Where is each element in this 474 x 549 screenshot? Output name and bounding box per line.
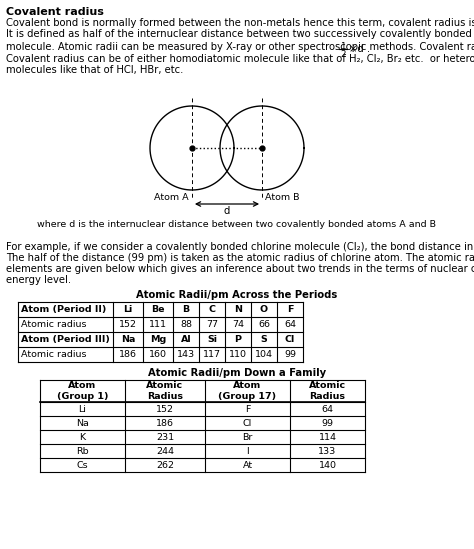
Text: Li: Li bbox=[79, 405, 86, 413]
Text: The half of the distance (99 pm) is taken as the atomic radius of chlorine atom.: The half of the distance (99 pm) is take… bbox=[6, 253, 474, 263]
Text: I: I bbox=[246, 446, 249, 456]
Text: Al: Al bbox=[181, 335, 191, 344]
Text: ×d .: ×d . bbox=[349, 44, 370, 54]
Text: F: F bbox=[245, 405, 250, 413]
Text: Atom (Period II): Atom (Period II) bbox=[21, 305, 106, 314]
Text: energy level.: energy level. bbox=[6, 275, 71, 285]
Text: Covalent radius: Covalent radius bbox=[6, 7, 104, 17]
Text: 77: 77 bbox=[206, 320, 218, 329]
Text: Cs: Cs bbox=[77, 461, 88, 469]
Text: C: C bbox=[209, 305, 216, 314]
Text: 160: 160 bbox=[149, 350, 167, 359]
Text: Atom (Period III): Atom (Period III) bbox=[21, 335, 110, 344]
Text: Atom
(Group 1): Atom (Group 1) bbox=[57, 381, 108, 401]
Text: For example, if we consider a covalently bonded chlorine molecule (Cl₂), the bon: For example, if we consider a covalently… bbox=[6, 242, 474, 252]
Text: Atomic
Radius: Atomic Radius bbox=[146, 381, 183, 401]
Text: Atomic radius: Atomic radius bbox=[21, 350, 86, 359]
Text: 186: 186 bbox=[119, 350, 137, 359]
Text: P: P bbox=[235, 335, 241, 344]
Text: Si: Si bbox=[207, 335, 217, 344]
Text: Covalent bond is normally formed between the non-metals hence this term, covalen: Covalent bond is normally formed between… bbox=[6, 18, 474, 28]
Text: K: K bbox=[80, 433, 86, 441]
Text: 262: 262 bbox=[156, 461, 174, 469]
Text: 231: 231 bbox=[156, 433, 174, 441]
Text: N: N bbox=[234, 305, 242, 314]
Text: 117: 117 bbox=[203, 350, 221, 359]
Text: Na: Na bbox=[76, 418, 89, 428]
Text: Atomic radius: Atomic radius bbox=[21, 320, 86, 329]
Text: It is defined as half of the internuclear distance between two successively cova: It is defined as half of the internuclea… bbox=[6, 29, 474, 39]
Text: Cl: Cl bbox=[285, 335, 295, 344]
Text: Atom B: Atom B bbox=[265, 193, 300, 202]
Text: molecules like that of HCl, HBr, etc.: molecules like that of HCl, HBr, etc. bbox=[6, 65, 183, 75]
Text: 244: 244 bbox=[156, 446, 174, 456]
Text: Atomic Radii/pm Across the Periods: Atomic Radii/pm Across the Periods bbox=[137, 290, 337, 300]
Text: 152: 152 bbox=[119, 320, 137, 329]
Text: Br: Br bbox=[242, 433, 253, 441]
Text: elements are given below which gives an inference about two trends in the terms : elements are given below which gives an … bbox=[6, 264, 474, 274]
Text: F: F bbox=[287, 305, 293, 314]
Text: 64: 64 bbox=[321, 405, 334, 413]
Text: where d is the internuclear distance between two covalently bonded atoms A and B: where d is the internuclear distance bet… bbox=[37, 220, 437, 229]
Text: Covalent radius can be of either homodiatomic molecule like that of H₂, Cl₂, Br₂: Covalent radius can be of either homodia… bbox=[6, 54, 474, 64]
Text: Rb: Rb bbox=[76, 446, 89, 456]
Text: 140: 140 bbox=[319, 461, 337, 469]
Text: Be: Be bbox=[151, 305, 165, 314]
Text: Na: Na bbox=[121, 335, 135, 344]
Text: Atom
(Group 17): Atom (Group 17) bbox=[219, 381, 276, 401]
Text: 2: 2 bbox=[340, 50, 346, 59]
Text: Li: Li bbox=[123, 305, 133, 314]
Text: 99: 99 bbox=[321, 418, 334, 428]
Text: 64: 64 bbox=[284, 320, 296, 329]
Text: 66: 66 bbox=[258, 320, 270, 329]
Text: 74: 74 bbox=[232, 320, 244, 329]
Text: O: O bbox=[260, 305, 268, 314]
Text: Atom A: Atom A bbox=[155, 193, 189, 202]
Text: 110: 110 bbox=[229, 350, 247, 359]
Text: 1: 1 bbox=[340, 42, 346, 51]
Text: Atomic
Radius: Atomic Radius bbox=[309, 381, 346, 401]
Text: d: d bbox=[224, 206, 230, 216]
Text: Cl: Cl bbox=[243, 418, 252, 428]
Text: S: S bbox=[261, 335, 267, 344]
Text: 143: 143 bbox=[177, 350, 195, 359]
Text: Atomic Radii/pm Down a Family: Atomic Radii/pm Down a Family bbox=[148, 368, 326, 378]
Text: 111: 111 bbox=[149, 320, 167, 329]
Text: At: At bbox=[242, 461, 253, 469]
Text: Mg: Mg bbox=[150, 335, 166, 344]
Text: 152: 152 bbox=[156, 405, 174, 413]
Text: 99: 99 bbox=[284, 350, 296, 359]
Text: 88: 88 bbox=[180, 320, 192, 329]
Text: B: B bbox=[182, 305, 190, 314]
Text: 114: 114 bbox=[319, 433, 337, 441]
Text: 104: 104 bbox=[255, 350, 273, 359]
Text: molecule. Atomic radii can be measured by X-ray or other spectroscopic methods. : molecule. Atomic radii can be measured b… bbox=[6, 42, 474, 52]
Text: 133: 133 bbox=[319, 446, 337, 456]
Text: 186: 186 bbox=[156, 418, 174, 428]
